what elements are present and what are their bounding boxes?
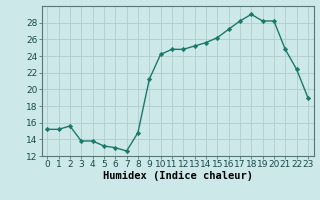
X-axis label: Humidex (Indice chaleur): Humidex (Indice chaleur): [103, 171, 252, 181]
